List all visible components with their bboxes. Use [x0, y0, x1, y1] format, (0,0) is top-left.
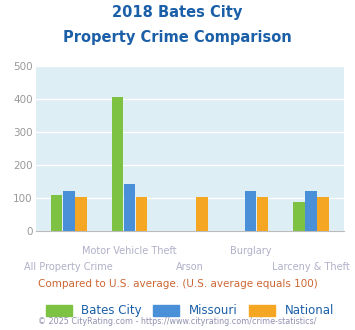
- Text: 2018 Bates City: 2018 Bates City: [112, 5, 243, 20]
- Legend: Bates City, Missouri, National: Bates City, Missouri, National: [41, 300, 339, 322]
- Bar: [293, 202, 305, 231]
- Bar: [257, 197, 268, 231]
- Bar: [245, 191, 256, 231]
- Bar: [75, 197, 87, 231]
- Bar: [317, 197, 329, 231]
- Bar: [51, 195, 62, 231]
- Bar: [136, 197, 147, 231]
- Text: Burglary: Burglary: [230, 246, 271, 256]
- Bar: [124, 184, 135, 231]
- Text: Motor Vehicle Theft: Motor Vehicle Theft: [82, 246, 177, 256]
- Text: Arson: Arson: [176, 262, 204, 272]
- Text: All Property Crime: All Property Crime: [24, 262, 113, 272]
- Bar: [63, 191, 75, 231]
- Text: © 2025 CityRating.com - https://www.cityrating.com/crime-statistics/: © 2025 CityRating.com - https://www.city…: [38, 317, 317, 326]
- Text: Larceny & Theft: Larceny & Theft: [272, 262, 350, 272]
- Text: Property Crime Comparison: Property Crime Comparison: [63, 30, 292, 45]
- Bar: [111, 97, 123, 231]
- Text: Compared to U.S. average. (U.S. average equals 100): Compared to U.S. average. (U.S. average …: [38, 279, 317, 289]
- Bar: [196, 197, 208, 231]
- Bar: [305, 191, 317, 231]
